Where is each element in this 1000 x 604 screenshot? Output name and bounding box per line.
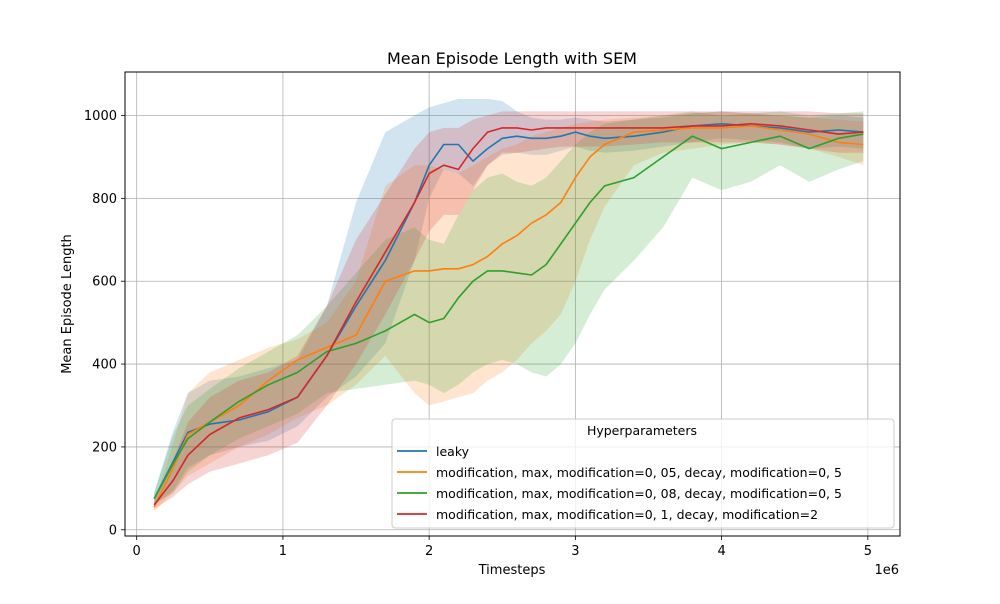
legend-label-4: modification, max, modification=0, 1, de… xyxy=(436,507,818,522)
sem-band-series-3 xyxy=(154,111,864,505)
x-tick-label: 2 xyxy=(425,544,433,559)
legend-label-2: modification, max, modification=0, 05, d… xyxy=(436,465,842,480)
x-tick-label: 5 xyxy=(864,544,872,559)
series-line-2 xyxy=(153,125,864,508)
x-axis-offset-label: 1e6 xyxy=(874,563,899,578)
y-tick-label: 400 xyxy=(92,358,117,373)
y-tick-label: 0 xyxy=(109,523,117,538)
chart-title: Mean Episode Length with SEM xyxy=(387,49,637,68)
y-axis-label: Mean Episode Length xyxy=(60,234,75,374)
axis-ticks: 0 1 2 3 4 5 0 200 400 600 800 1000 xyxy=(84,109,872,559)
y-tick-label: 200 xyxy=(92,440,117,455)
y-tick-label: 800 xyxy=(92,192,117,207)
y-tick-label: 1000 xyxy=(84,109,117,124)
legend-label-1: leaky xyxy=(436,444,470,459)
sem-band-series-2 xyxy=(154,111,864,512)
legend-label-3: modification, max, modification=0, 08, d… xyxy=(436,486,842,501)
x-tick-label: 3 xyxy=(571,544,579,559)
sem-band-series-1 xyxy=(154,98,864,505)
series-line-1 xyxy=(153,123,864,500)
x-tick-label: 1 xyxy=(279,544,287,559)
legend: Hyperparameters leaky modification, max, … xyxy=(391,418,895,529)
plot-frame xyxy=(124,71,901,537)
grid xyxy=(125,72,900,536)
sem-bands xyxy=(154,98,864,512)
y-tick-label: 600 xyxy=(92,275,117,290)
legend-box xyxy=(391,418,895,529)
legend-title: Hyperparameters xyxy=(587,423,697,438)
x-axis-label: Timesteps xyxy=(478,563,546,578)
series-line-3 xyxy=(153,133,864,500)
x-tick-label: 4 xyxy=(717,544,725,559)
x-tick-label: 0 xyxy=(133,544,141,559)
series-lines xyxy=(153,123,864,508)
series-line-4 xyxy=(153,123,864,506)
